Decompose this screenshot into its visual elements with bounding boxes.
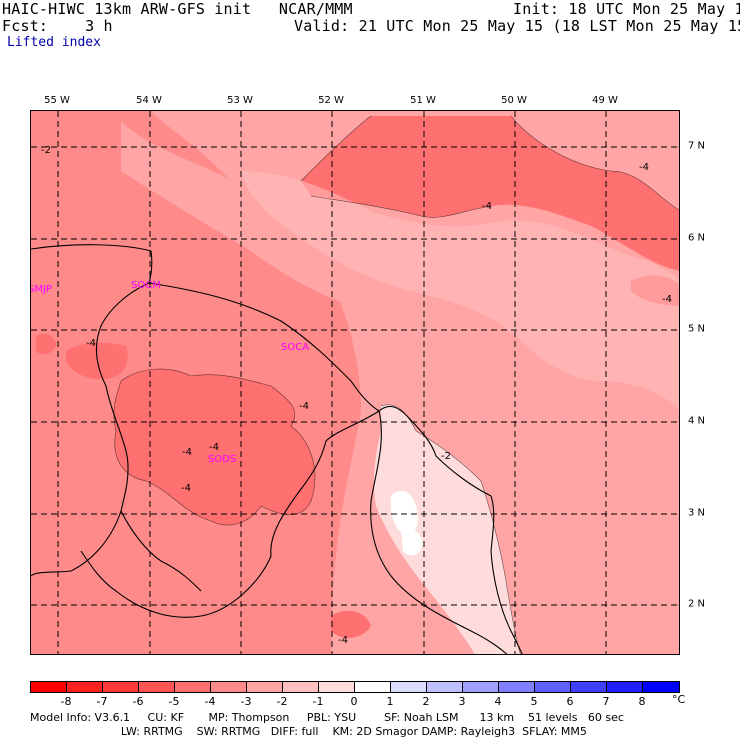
- cbar-tick-7: -1: [312, 695, 324, 708]
- shade-patch-south: [331, 610, 371, 638]
- colorbar-cell-0: [31, 682, 67, 692]
- coastline-borders: [31, 244, 523, 654]
- cbar-tick-13: 5: [530, 695, 538, 708]
- lifted-index-map: SMJP SOCM SOCA SODS -2 -4 -4 -4 -4 -4 -4…: [31, 111, 679, 654]
- lon-label-54w: 54 W: [136, 95, 162, 106]
- lat-label-7n: 7 N: [688, 140, 706, 152]
- shade-region-amazon: [373, 404, 521, 654]
- cbar-tick-6: -2: [276, 695, 288, 708]
- contour-label-4: -4: [662, 294, 672, 305]
- lon-label-49w: 49 W: [592, 95, 618, 106]
- lat-label-4n: 4 N: [688, 415, 706, 427]
- contour-label-7: -4: [181, 483, 191, 494]
- colorbar-unit: °C: [672, 693, 686, 706]
- cbar-tick-11: 3: [458, 695, 466, 708]
- colorbar-cell-10: [391, 682, 427, 692]
- contour-label-11: -4: [209, 442, 219, 453]
- shade-region-northeast: [301, 116, 679, 271]
- colorbar-cell-1: [67, 682, 103, 692]
- contour-label-6: -4: [182, 447, 192, 458]
- contour-label-1: -2: [41, 145, 51, 156]
- colorbar-cell-8: [319, 682, 355, 692]
- colorbar-cell-3: [139, 682, 175, 692]
- field-name: Lifted index: [7, 35, 101, 50]
- lon-label-51w: 51 W: [410, 95, 436, 106]
- contour-lines: [113, 115, 679, 654]
- model-info-line-1: Model Info: V3.6.1 CU: KF MP: Thompson P…: [30, 711, 624, 724]
- cbar-tick-10: 2: [422, 695, 430, 708]
- cbar-tick-14: 6: [566, 695, 574, 708]
- colorbar-cell-16: [607, 682, 643, 692]
- lat-lon-grid: [31, 111, 679, 654]
- contour-label-3: -4: [482, 201, 492, 212]
- colorbar-cell-7: [283, 682, 319, 692]
- valid-time: Valid: 21 UTC Mon 25 May 15 (18 LST Mon …: [294, 17, 740, 35]
- colorbar-cell-15: [571, 682, 607, 692]
- contour-label-2: -4: [639, 162, 649, 173]
- lon-label-53w: 53 W: [227, 95, 253, 106]
- shade-patch-small: [36, 334, 56, 355]
- station-sods: SODS: [208, 454, 236, 465]
- lon-label-52w: 52 W: [318, 95, 344, 106]
- lat-label-3n: 3 N: [688, 507, 706, 519]
- station-smjp: SMJP: [31, 284, 52, 295]
- map-panel[interactable]: SMJP SOCM SOCA SODS -2 -4 -4 -4 -4 -4 -4…: [30, 110, 680, 655]
- colorbar-cell-2: [103, 682, 139, 692]
- forecast-hour: Fcst: 3 h: [2, 17, 113, 35]
- colorbar-cell-5: [211, 682, 247, 692]
- shade-region-central: [113, 369, 315, 526]
- contour-label-8: -4: [299, 401, 309, 412]
- contour-label-5: -4: [86, 338, 96, 349]
- lat-label-5n: 5 N: [688, 323, 706, 335]
- colorbar-cell-13: [499, 682, 535, 692]
- cbar-tick-16: 8: [638, 695, 646, 708]
- shade-band-coast: [121, 121, 371, 311]
- cbar-tick-5: -3: [240, 695, 252, 708]
- lon-label-50w: 50 W: [501, 95, 527, 106]
- cbar-tick-15: 7: [602, 695, 610, 708]
- shade-patch-white-1: [390, 490, 418, 536]
- colorbar-cell-11: [427, 682, 463, 692]
- station-soca: SOCA: [281, 342, 309, 353]
- lat-label-6n: 6 N: [688, 232, 706, 244]
- colorbar: [30, 681, 680, 693]
- cbar-tick-0: -8: [60, 695, 72, 708]
- cbar-tick-12: 4: [494, 695, 502, 708]
- init-time: Init: 18 UTC Mon 25 May 15: [513, 0, 740, 18]
- shade-band-light: [241, 171, 679, 410]
- contour-label-9: -2: [441, 451, 451, 462]
- cbar-tick-9: 1: [386, 695, 394, 708]
- cbar-tick-4: -4: [204, 695, 216, 708]
- plot-title: HAIC-HIWC 13km ARW-GFS init NCAR/MMM: [2, 0, 353, 18]
- shade-patch-white-2: [401, 529, 423, 556]
- cbar-tick-1: -7: [96, 695, 108, 708]
- colorbar-cell-14: [535, 682, 571, 692]
- lon-label-55w: 55 W: [44, 95, 70, 106]
- station-socm: SOCM: [131, 280, 161, 291]
- shade-patch-west: [66, 342, 128, 380]
- contour-label-10: -4: [338, 635, 348, 646]
- colorbar-cell-9: [355, 682, 391, 692]
- colorbar-cell-6: [247, 682, 283, 692]
- colorbar-cell-4: [175, 682, 211, 692]
- colorbar-cell-12: [463, 682, 499, 692]
- cbar-tick-8: 0: [350, 695, 358, 708]
- colorbar-cell-17: [643, 682, 679, 692]
- cbar-tick-2: -6: [132, 695, 144, 708]
- lat-label-2n: 2 N: [688, 598, 706, 610]
- shade-region-northwest: [31, 111, 211, 351]
- cbar-tick-3: -5: [168, 695, 180, 708]
- model-info-line-2: LW: RRTMG SW: RRTMG DIFF: full KM: 2D Sm…: [30, 725, 587, 738]
